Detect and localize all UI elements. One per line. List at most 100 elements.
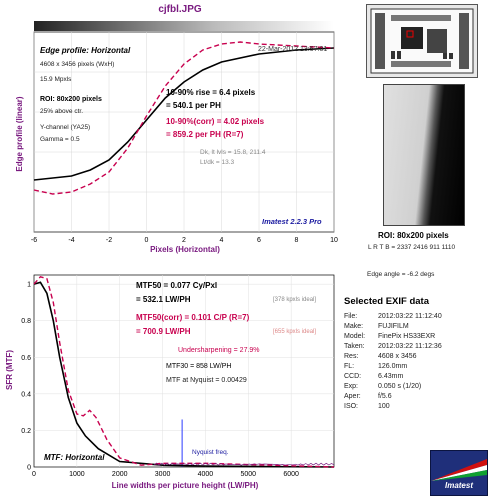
- mtf-y-axis-label: SFR (MTF): [5, 350, 14, 390]
- imatest-version: Imatest 2.2.3 Pro: [262, 217, 322, 226]
- mtf-line: [33, 281, 335, 468]
- mtf50-corr-ideal: [655 kpxls ideal]: [273, 329, 317, 335]
- exif-value: 2012:03:22 11:12:36: [378, 343, 442, 350]
- mtf-y-ticks: 0 0.2 0.4 0.6 0.8 1: [21, 282, 31, 472]
- edge-size: 4608 x 3456 pixels (WxH): [40, 61, 115, 68]
- exif-row: Aper: f/5.6: [344, 393, 392, 400]
- exif-value: 2012:03:22 11:12:40: [378, 313, 442, 320]
- exif-key: Res:: [344, 353, 359, 360]
- edge-x-tick-label: 10: [330, 237, 338, 244]
- mtf-title: MTF: Horizontal: [44, 453, 105, 462]
- exif-row: CCD: 6.43mm: [344, 373, 403, 380]
- test-chart-image: [370, 8, 474, 74]
- exif-key: Taken:: [344, 343, 365, 350]
- edge-x-tick-label: -6: [31, 237, 37, 244]
- edge-x-tick-label: 0: [145, 237, 149, 244]
- exif-key: Make:: [344, 323, 364, 330]
- mtf-x-tick-label: 2000: [112, 471, 128, 478]
- exif-value: 100: [378, 403, 390, 410]
- rise-per-ph: = 540.1 per PH: [166, 101, 221, 110]
- edge-x-tick-label: 8: [295, 237, 299, 244]
- edge-x-tick-label: -4: [68, 237, 74, 244]
- gradient-bar: [34, 21, 334, 31]
- nyquist-label: Nyquist freq.: [192, 449, 229, 456]
- mtf-x-tick-label: 6000: [283, 471, 299, 478]
- mtf-y-tick-label: 0: [27, 465, 31, 472]
- edge-mpxls: 15.9 Mpxls: [40, 76, 72, 83]
- imatest-logo: Imatest: [430, 450, 488, 496]
- mtf-x-ticks: 0 1000 2000 3000 4000 5000 6000: [32, 471, 299, 478]
- mtf50-corr-lwph: = 700.9 LW/PH: [136, 327, 191, 336]
- rise-value: 10-90% rise = 6.4 pixels: [166, 88, 256, 97]
- edge-profile-chart: -6 -4 -2 0 2 4 6 8 10 Edge profile (linear) Pixe…: [15, 31, 338, 254]
- mtf30: MTF30 = 858 LW/PH: [166, 363, 232, 370]
- exif-row: Taken: 2012:03:22 11:12:36: [344, 343, 442, 350]
- edge-angle: Edge angle = -6.2 degs: [367, 271, 435, 278]
- edge-gamma: Gamma = 0.5: [40, 136, 80, 143]
- mtf-x-tick-label: 3000: [155, 471, 171, 478]
- mtf-x-tick-label: 1000: [69, 471, 85, 478]
- rise-corr-value: 10-90%(corr) = 4.02 pixels: [166, 117, 265, 126]
- mtf-at-nyquist: MTF at Nyquist = 0.00429: [166, 377, 247, 384]
- mtf-x-axis-label: Line widths per picture height (LW/PH): [112, 481, 259, 490]
- exif-key: Model:: [344, 333, 366, 340]
- edge-x-tick-label: 4: [220, 237, 224, 244]
- edge-x-tick-label: 6: [257, 237, 261, 244]
- mtf50: MTF50 = 0.077 Cy/Pxl: [136, 281, 218, 290]
- exif-row: Make: FUJIFILM: [344, 323, 409, 330]
- light-dark-ratio: Lt/dk = 13.3: [200, 159, 235, 166]
- exif-row: ISO: 100: [344, 403, 390, 410]
- edge-profile-corrected-line: [33, 41, 335, 195]
- exif-title: Selected EXIF data: [344, 296, 430, 307]
- mtf-grid: [34, 275, 334, 467]
- undersharpening: Undersharpening = 27.9%: [178, 347, 260, 354]
- exif-value: 4608 x 3456: [378, 353, 417, 360]
- mtf-y-tick-label: 0.2: [21, 428, 31, 435]
- logo-text: Imatest: [444, 481, 473, 490]
- roi-image: [383, 84, 465, 226]
- mtf-noise-line: [153, 462, 335, 466]
- edge-x-ticks: -6 -4 -2 0 2 4 6 8 10: [31, 237, 338, 244]
- edge-x-tick-label: -2: [106, 237, 112, 244]
- exif-value: FUJIFILM: [378, 323, 409, 330]
- roi-label: ROI: 80x200 pixels: [378, 231, 449, 240]
- exif-row: Res: 4608 x 3456: [344, 353, 417, 360]
- exif-value: 0.050 s (1/20): [378, 383, 422, 390]
- exif-row: Model: FinePix HS33EXR: [344, 333, 435, 340]
- exif-value: f/5.6: [378, 393, 392, 400]
- exif-key: ISO:: [344, 403, 359, 410]
- exif-value: FinePix HS33EXR: [378, 333, 436, 340]
- exif-key: Aper:: [344, 393, 361, 400]
- edge-x-axis-label: Pixels (Horizontal): [150, 245, 220, 254]
- edge-title: Edge profile: Horizontal: [40, 46, 131, 55]
- test-chart-thumbnail: [366, 4, 478, 78]
- mtf-x-tick-label: 5000: [240, 471, 256, 478]
- mtf-corrected-line: [33, 276, 335, 468]
- mtf-x-tick-label: 4000: [198, 471, 214, 478]
- rise-corr-per-ph: = 859.2 per PH (R=7): [166, 130, 244, 139]
- edge-timestamp: 22-Mar-2012 13:57:01: [258, 46, 328, 53]
- edge-grid: [33, 32, 335, 232]
- file-title: cjfbl.JPG: [158, 4, 202, 15]
- exif-key: Exp:: [344, 383, 359, 390]
- exif-value: 6.43mm: [378, 373, 404, 380]
- edge-profile-line: [33, 47, 335, 181]
- mtf-y-tick-label: 0.4: [21, 391, 31, 398]
- mtf50-corr: MTF50(corr) = 0.101 C/P (R=7): [136, 313, 250, 322]
- dark-light-levels: Dk, lt lvls = 15.8, 211.4: [200, 149, 266, 156]
- mtf50-lwph: = 532.1 LW/PH: [136, 295, 191, 304]
- exif-row: Exp: 0.050 s (1/20): [344, 383, 421, 390]
- exif-key: FL:: [344, 363, 355, 370]
- exif-value: 126.0mm: [378, 363, 408, 370]
- mtf50-ideal: [378 kpxls ideal]: [273, 297, 317, 303]
- exif-row: File: 2012:03:22 11:12:40: [344, 313, 442, 320]
- mtf-x-tick-label: 0: [32, 471, 36, 478]
- logo-emblem: [431, 459, 487, 481]
- edge-channel: Y-channel (YA25): [40, 124, 91, 131]
- edge-x-tick-label: 2: [182, 237, 186, 244]
- mtf-y-tick-label: 0.6: [21, 355, 31, 362]
- exif-key: File:: [344, 313, 358, 320]
- roi-lrtb: L R T B = 2337 2416 911 1110: [368, 244, 456, 251]
- edge-y-axis-label: Edge profile (linear): [15, 96, 24, 171]
- mtf-y-tick-label: 1: [27, 282, 31, 289]
